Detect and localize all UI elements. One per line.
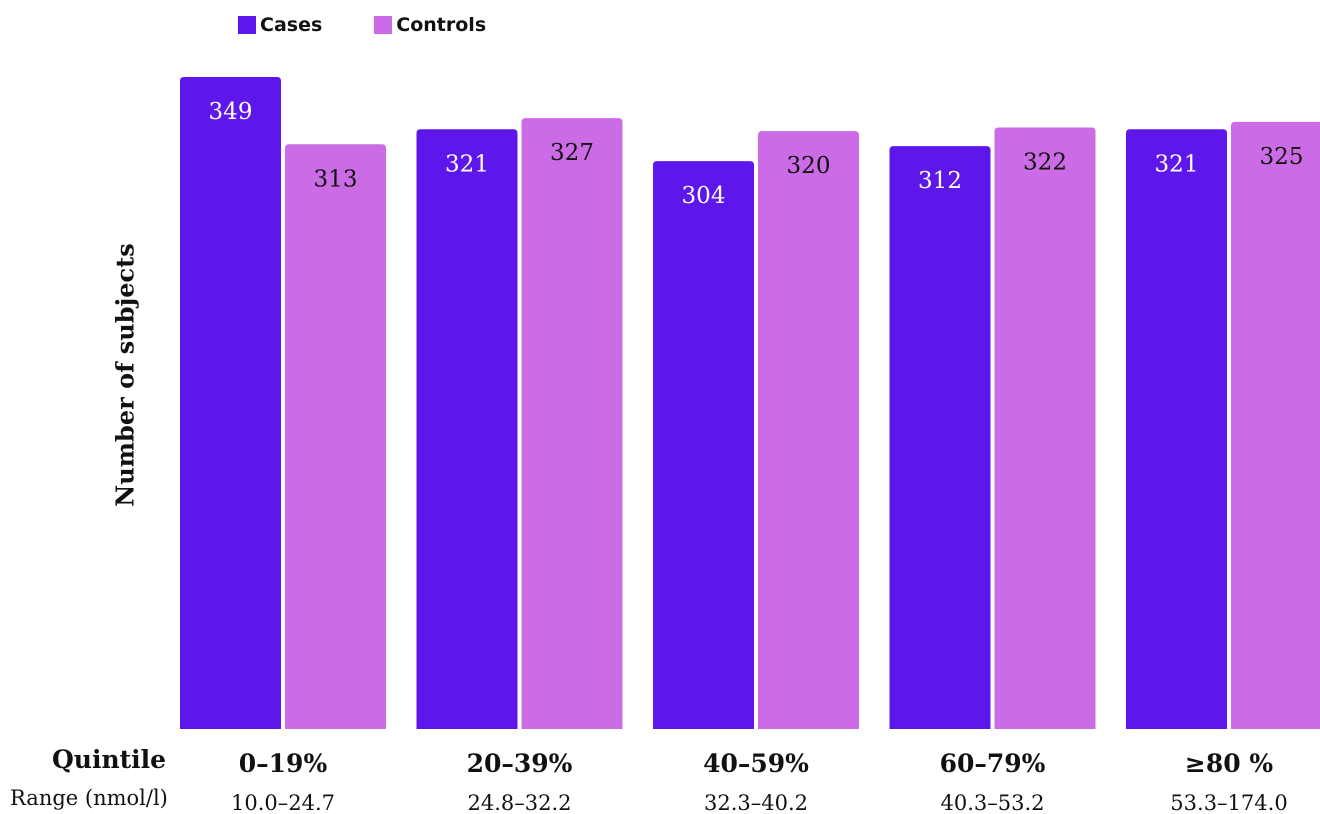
category-label-1: 20–39%	[467, 749, 573, 778]
category-label-2: 40–59%	[703, 749, 809, 778]
range-label-2: 32.3–40.2	[704, 791, 808, 814]
legend-swatch-controls	[374, 16, 393, 34]
bar-controls-2	[758, 131, 859, 730]
range-label-3: 40.3–53.2	[940, 791, 1044, 814]
data-label-controls-2: 320	[787, 153, 831, 179]
data-label-cases-2: 304	[682, 183, 726, 209]
range-row-label: Range (nmol/l)	[10, 786, 168, 810]
data-label-controls-1: 327	[550, 140, 594, 166]
bar-controls-0	[285, 144, 386, 730]
category-label-4: ≥80 %	[1185, 749, 1273, 778]
bar-controls-1	[521, 118, 623, 730]
legend-swatch-cases	[238, 16, 256, 34]
range-label-4: 53.3–174.0	[1170, 791, 1287, 814]
range-label-1: 24.8–32.2	[467, 791, 571, 814]
legend-item-controls: Controls	[374, 14, 486, 36]
quintile-row-label: Quintile	[52, 745, 167, 774]
data-label-controls-0: 313	[314, 166, 358, 192]
category-label-0: 0–19%	[239, 749, 328, 778]
range-label-0: 10.0–24.7	[231, 791, 335, 814]
data-label-controls-4: 325	[1260, 144, 1304, 170]
bar-controls-3	[994, 127, 1096, 729]
data-label-cases-0: 349	[209, 99, 253, 125]
data-label-cases-1: 321	[445, 151, 489, 177]
bar-cases-1	[416, 129, 518, 729]
bar-cases-0	[180, 77, 281, 729]
legend-label-cases: Cases	[260, 14, 323, 36]
data-label-cases-3: 312	[918, 168, 962, 194]
data-label-controls-3: 322	[1023, 149, 1067, 175]
legend-item-cases: Cases	[238, 14, 322, 36]
bar-cases-3	[889, 146, 991, 729]
legend: Cases Controls	[238, 14, 486, 36]
legend-label-controls: Controls	[396, 14, 487, 36]
bar-controls-4	[1231, 121, 1320, 729]
data-label-cases-4: 321	[1155, 151, 1199, 177]
bar-cases-2	[653, 161, 754, 729]
category-label-3: 60–79%	[940, 749, 1046, 778]
bar-cases-4	[1126, 129, 1227, 729]
